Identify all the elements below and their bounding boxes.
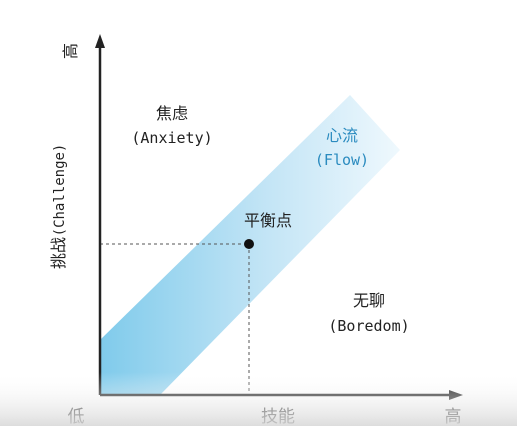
anxiety-label-en: (Anxiety) <box>131 129 212 147</box>
boredom-label-en: (Boredom) <box>328 317 409 335</box>
y-axis-title-en: (Challenge) <box>52 144 68 237</box>
flow-label-cn: 心流 <box>326 126 358 145</box>
bottom-fade <box>0 372 517 426</box>
y-axis-high-label: 高 <box>61 43 80 59</box>
balance-point-label: 平衡点 <box>244 211 292 230</box>
anxiety-label-cn: 焦虑 <box>156 104 188 123</box>
y-axis-arrow-icon <box>95 34 105 48</box>
y-axis-title-cn: 挑战 <box>49 237 68 269</box>
boredom-label-cn: 无聊 <box>353 291 385 310</box>
flow-label-en: (Flow) <box>315 151 369 169</box>
balance-point-dot <box>244 239 254 249</box>
y-axis-title: 挑战 (Challenge) <box>49 144 68 269</box>
